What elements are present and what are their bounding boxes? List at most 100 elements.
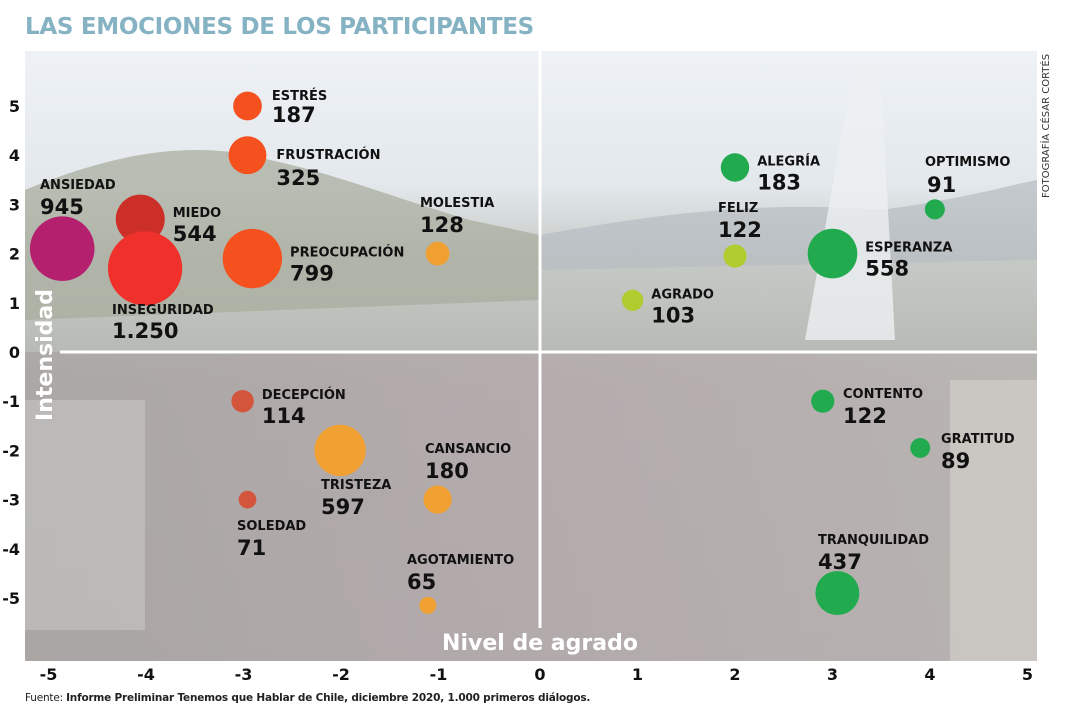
bubble-gratitud: GRATITUD 89 (910, 432, 1015, 473)
source-label: Fuente: (25, 692, 63, 704)
bubble-label-name: MIEDO (173, 206, 222, 221)
bubble-label-name: FRUSTRACIÓN (276, 147, 380, 163)
bubble-label-value: 71 (237, 536, 266, 560)
bubble-marker (723, 244, 747, 268)
building-right (950, 380, 1037, 661)
bubble-label-value: 544 (173, 222, 217, 246)
x-tick-label: -2 (332, 665, 350, 684)
bubble-label-value: 91 (927, 173, 956, 197)
y-tick-label: -4 (2, 540, 20, 559)
bubble-label-value: 597 (321, 495, 365, 519)
source-note: Fuente: Informe Preliminar Tenemos que H… (25, 692, 590, 704)
bubble-marker (108, 231, 183, 306)
bubble-label-value: 65 (407, 570, 436, 594)
bubble-label-name: MOLESTIA (420, 196, 494, 211)
source-text: Informe Preliminar Tenemos que Hablar de… (66, 692, 591, 704)
bubble-label-name: ESPERANZA (865, 241, 952, 256)
bubble-label-value: 945 (40, 195, 84, 219)
x-tick-label: 2 (729, 665, 740, 684)
bubble-agotamiento: AGOTAMIENTO 65 (407, 553, 514, 614)
bubble-label-value: 128 (420, 213, 464, 237)
bubble-cansancio: CANSANCIO 180 (423, 442, 511, 514)
bubble-label-name: PREOCUPACIÓN (290, 245, 404, 261)
bubble-label-name: ALEGRÍA (757, 154, 820, 170)
y-tick-label: 5 (9, 97, 20, 116)
bubble-marker (228, 136, 267, 175)
bubble-label-value: 558 (865, 257, 909, 281)
bubble-label-name: FELIZ (718, 201, 758, 216)
y-tick-label: -2 (2, 441, 20, 460)
bubble-marker (621, 289, 644, 311)
crowd-area (25, 352, 1037, 661)
bubble-label-value: 122 (718, 218, 762, 242)
bubble-label-value: 114 (262, 404, 306, 428)
bubble-frustracion: FRUSTRACIÓN 325 (228, 136, 380, 190)
x-tick-label: -5 (40, 665, 58, 684)
bubble-molestia: MOLESTIA 128 (420, 196, 494, 266)
bubble-marker (811, 389, 835, 413)
y-tick-label: -1 (2, 392, 20, 411)
chart-title: LAS EMOCIONES DE LOS PARTICIPANTES (25, 14, 534, 40)
x-tick-label: -4 (137, 665, 155, 684)
x-tick-label: 5 (1022, 665, 1033, 684)
bubble-marker (314, 424, 366, 477)
x-tick-label: 3 (827, 665, 838, 684)
bubble-label-value: 799 (290, 262, 334, 286)
bubble-label-value: 187 (272, 103, 316, 127)
bubble-label-value: 437 (818, 550, 862, 574)
bubble-label-name: DECEPCIÓN (262, 387, 346, 403)
bubble-label-name: GRATITUD (941, 432, 1015, 447)
bubble-ansiedad: ANSIEDAD 945 (29, 178, 116, 281)
mountains-right (540, 180, 1037, 270)
bubble-label-name: ANSIEDAD (40, 178, 116, 193)
bubble-tristeza: TRISTEZA 597 (314, 424, 391, 519)
bubble-soledad: SOLEDAD 71 (237, 490, 306, 560)
y-tick-label: 2 (9, 245, 20, 264)
bubble-marker (425, 241, 450, 266)
y-axis-title: Intensidad (33, 289, 58, 421)
y-tick-label: 1 (9, 294, 20, 313)
bubble-marker (29, 216, 95, 281)
bubble-marker (233, 91, 262, 121)
x-axis-title: Nivel de agrado (442, 631, 638, 656)
bubble-optimismo: OPTIMISMO 91 (924, 155, 1010, 220)
photo-credit: FOTOGRAFÍA CÉSAR CORTÉS (1041, 53, 1052, 198)
bubble-label-name: TRANQUILIDAD (818, 533, 929, 548)
y-tick-label: 0 (9, 343, 20, 362)
bubble-marker (419, 596, 437, 614)
bubble-label-name: AGRADO (651, 287, 714, 302)
bubble-marker (910, 438, 931, 458)
bubble-marker (807, 228, 858, 279)
bubble-contento: CONTENTO 122 (811, 387, 923, 428)
bubble-tranquilidad: TRANQUILIDAD 437 (815, 533, 929, 616)
bubble-label-name: INSEGURIDAD (112, 303, 214, 318)
building-left (25, 400, 145, 630)
bubble-marker (238, 490, 257, 509)
bubble-marker (423, 485, 452, 514)
bubble-marker (231, 389, 254, 413)
x-tick-label: 1 (632, 665, 643, 684)
bubble-label-name: AGOTAMIENTO (407, 553, 514, 568)
bubble-label-value: 103 (651, 303, 695, 327)
bubble-label-name: CANSANCIO (425, 442, 511, 457)
bubble-label-value: 180 (425, 459, 469, 483)
y-tick-label: 4 (9, 146, 20, 165)
bubble-label-value: 89 (941, 449, 970, 473)
bubble-label-name: CONTENTO (843, 387, 923, 402)
bubble-marker (222, 228, 283, 289)
x-tick-label: 0 (534, 665, 545, 684)
bubble-marker (924, 199, 945, 220)
bubble-feliz: FELIZ 122 (718, 201, 762, 268)
y-tick-label: -5 (2, 589, 20, 608)
y-tick-label: -3 (2, 491, 20, 510)
background-photo (25, 51, 1037, 661)
bubble-label-name: SOLEDAD (237, 519, 306, 534)
